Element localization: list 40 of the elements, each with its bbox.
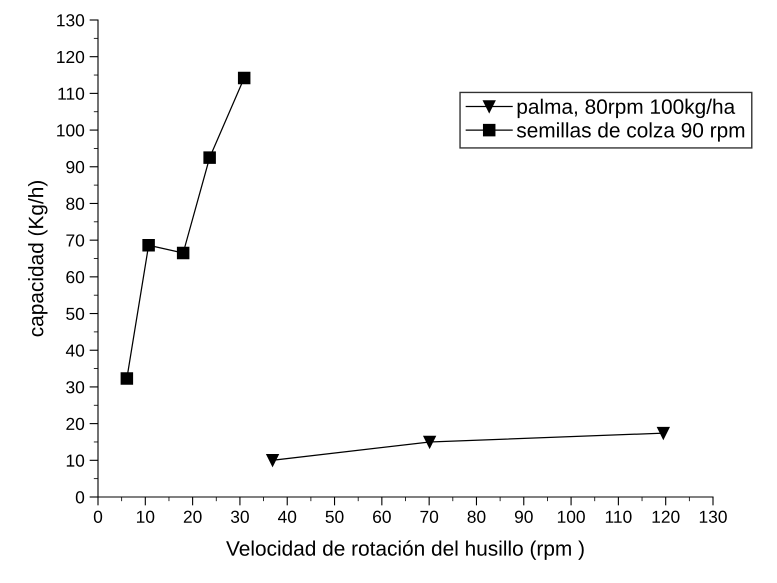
y-tick-label: 90 bbox=[66, 160, 84, 174]
x-tick-label: 80 bbox=[468, 510, 486, 523]
y-tick-label: 10 bbox=[66, 454, 84, 467]
point bbox=[266, 454, 279, 467]
x-tick-label: 60 bbox=[373, 510, 391, 523]
y-tick-label: 30 bbox=[66, 381, 84, 394]
x-tick-label: 0 bbox=[94, 510, 102, 523]
y-tick-label: 70 bbox=[66, 234, 84, 247]
y-tick-label: 110 bbox=[58, 88, 84, 100]
y-tick-label: 20 bbox=[66, 418, 84, 430]
y-tick-label: 100 bbox=[57, 124, 84, 137]
x-axis-title: Velocidad de rotación del husillo (rpm ) bbox=[226, 540, 584, 560]
x-tick-label: 90 bbox=[514, 510, 533, 523]
x-tick-label: 120 bbox=[652, 510, 680, 523]
point bbox=[203, 151, 216, 164]
legend-label: semillas de colza 90 rpm bbox=[516, 122, 744, 142]
x-tick-label: 70 bbox=[420, 510, 438, 523]
y-tick-label: 50 bbox=[66, 308, 84, 320]
x-tick-label: 40 bbox=[278, 510, 296, 523]
y-tick-label: 130 bbox=[57, 14, 84, 26]
point bbox=[120, 372, 134, 385]
point bbox=[142, 239, 155, 252]
y-tick-label: 120 bbox=[57, 50, 84, 64]
point bbox=[423, 436, 436, 448]
x-tick-label: 100 bbox=[558, 510, 585, 523]
x-tick-label: 10 bbox=[136, 510, 154, 523]
x-tick-label: 110 bbox=[606, 510, 632, 523]
legend-label: palma, 80rpm 100kg/ha bbox=[518, 98, 736, 118]
y-axis-title: capacidad (Kg/h) bbox=[28, 181, 48, 336]
point bbox=[238, 72, 250, 84]
y-tick-label: 40 bbox=[66, 344, 84, 357]
y-tick-label: 80 bbox=[66, 198, 84, 210]
x-tick-label: 130 bbox=[700, 510, 727, 523]
point bbox=[657, 426, 670, 440]
y-tick-label: 0 bbox=[76, 491, 84, 504]
x-tick-label: 20 bbox=[184, 510, 202, 523]
x-tick-label: 30 bbox=[230, 510, 249, 523]
point bbox=[176, 246, 190, 260]
y-tick-label: 60 bbox=[66, 271, 84, 284]
x-tick-label: 50 bbox=[326, 510, 344, 523]
